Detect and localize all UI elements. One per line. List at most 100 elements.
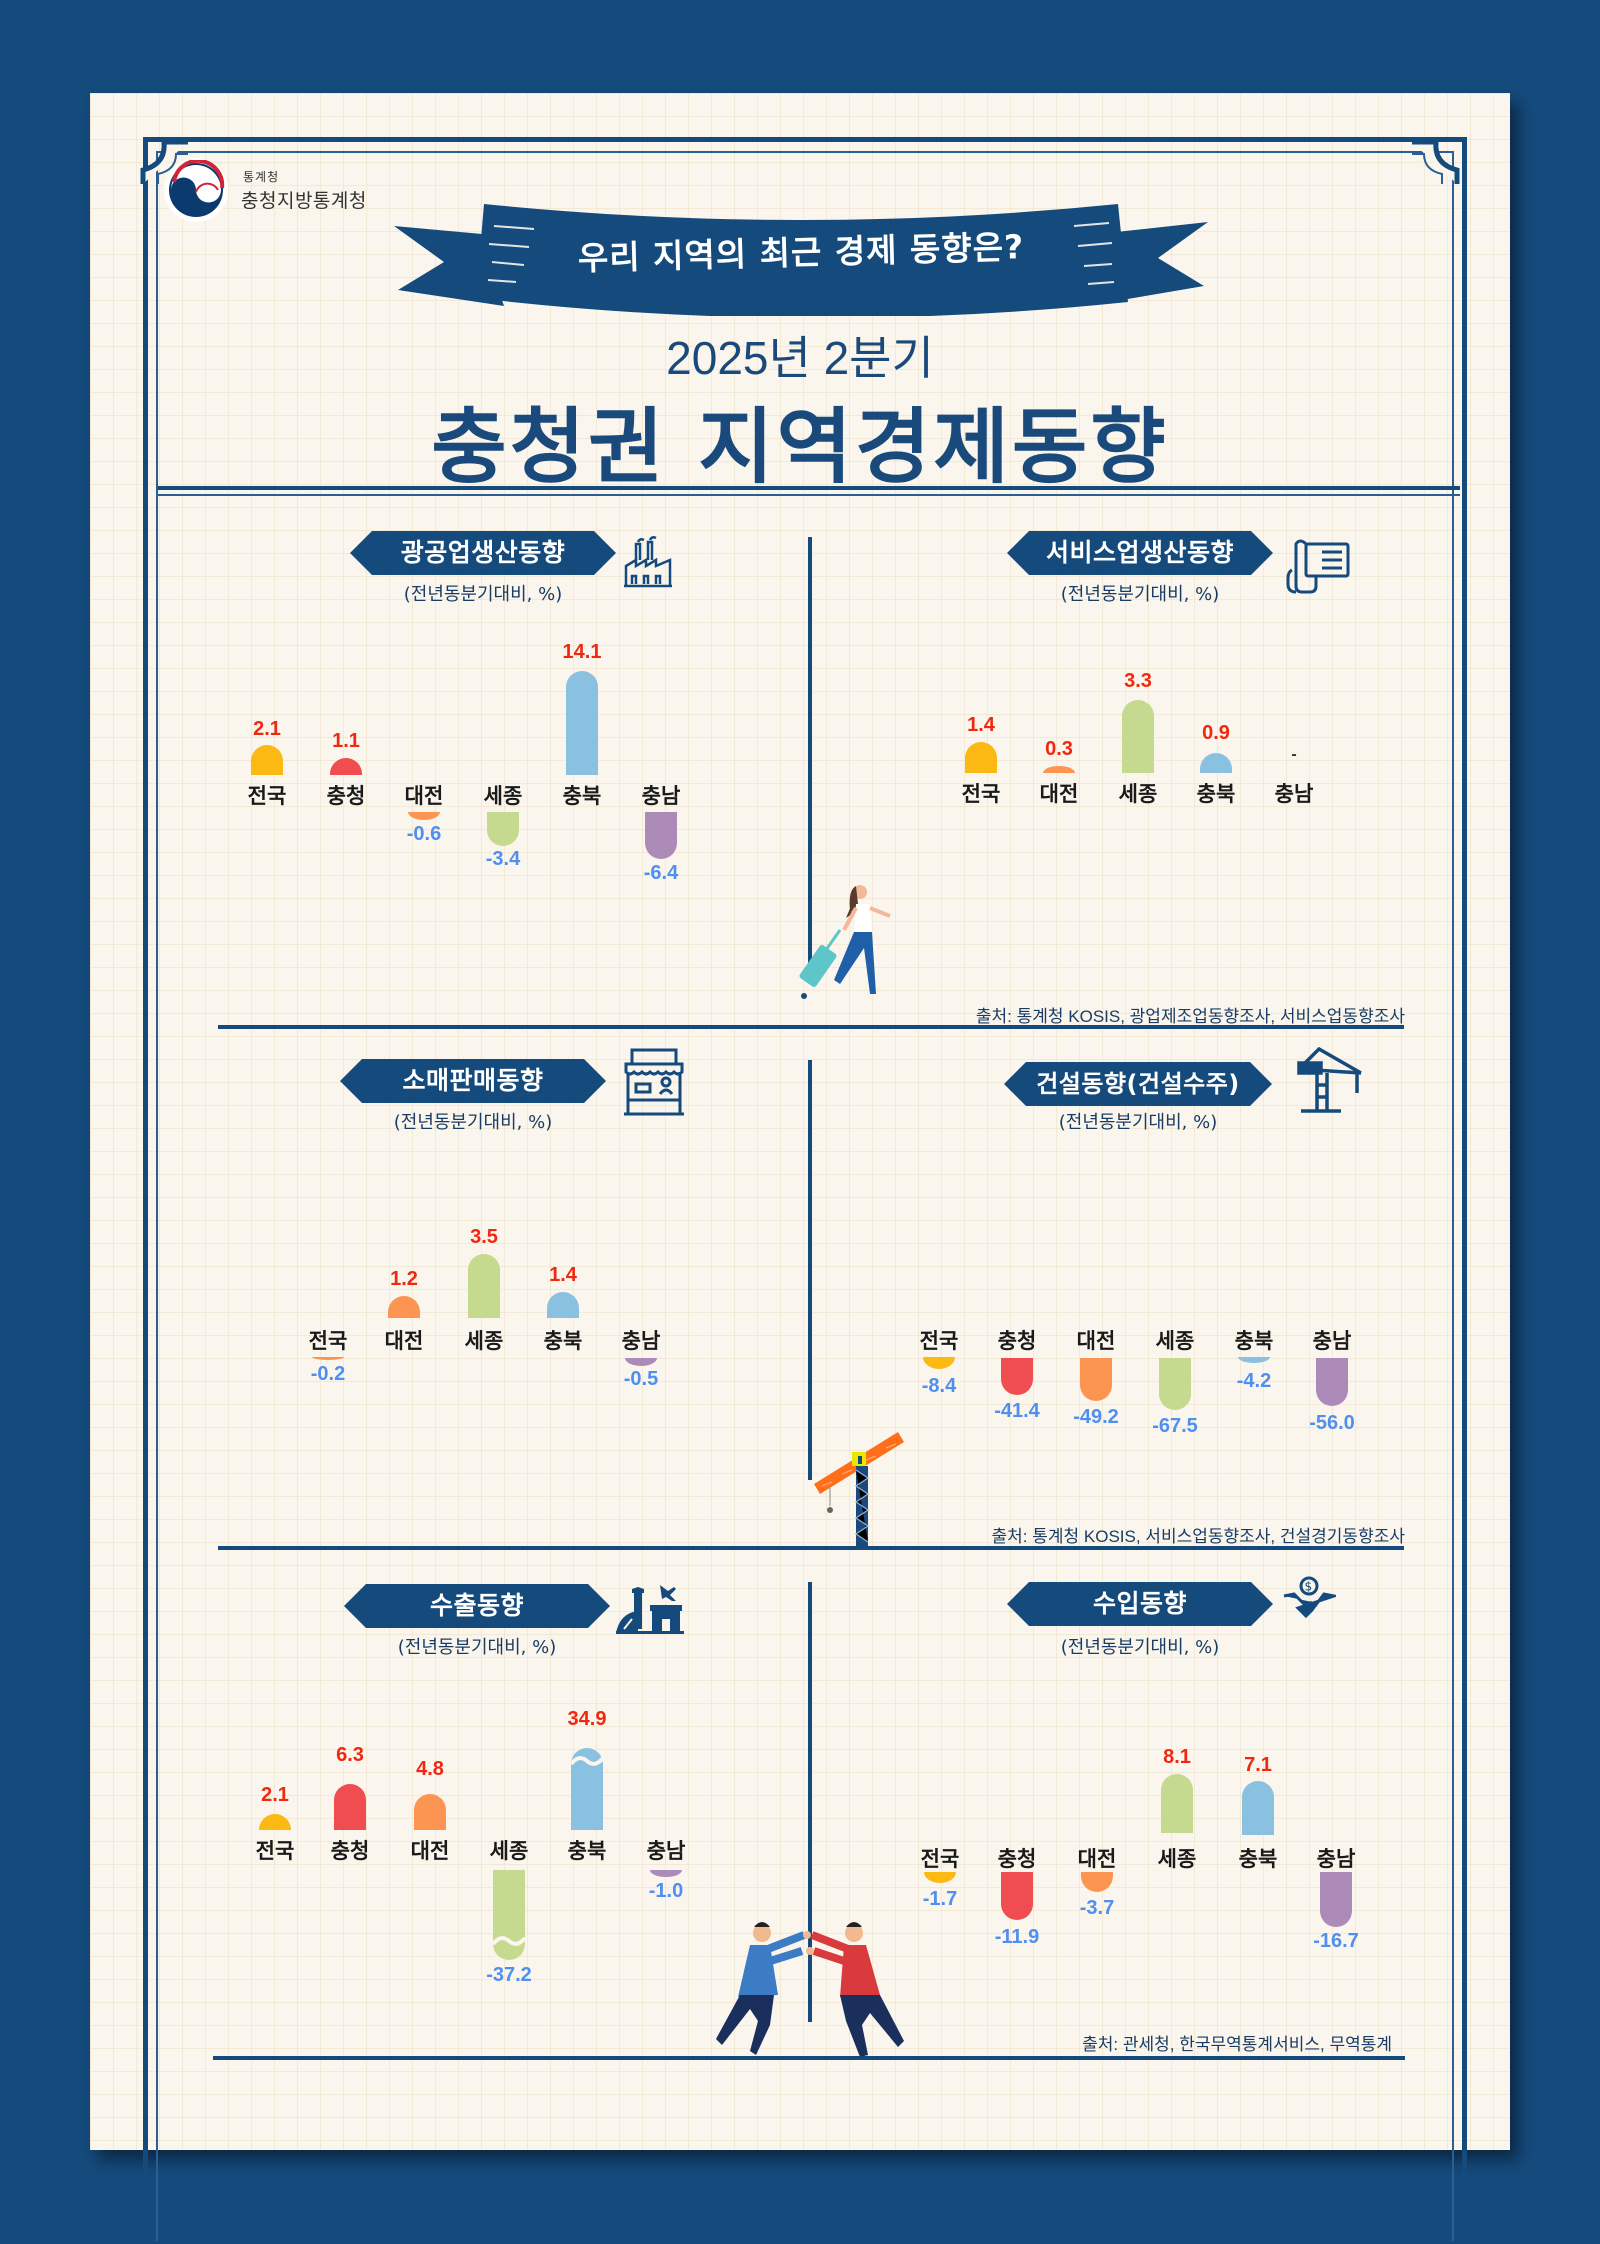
frame-inner-border [156, 151, 1454, 2241]
category-label: 충청 [326, 784, 366, 808]
bar [468, 1254, 500, 1318]
value-label: 2.1 [261, 1784, 289, 1806]
category-label: 충남 [1312, 1329, 1352, 1353]
category-label: 대전 [384, 1329, 424, 1353]
category-label: 전국 [920, 1847, 960, 1871]
bar [1200, 753, 1232, 773]
value-label: -11.9 [994, 1926, 1040, 1948]
frame-corner-top-right [1412, 139, 1460, 184]
frame-outer-border [143, 137, 1467, 2237]
category-label: 전국 [919, 1329, 959, 1353]
bar [1238, 1357, 1270, 1363]
value-label: -41.4 [994, 1400, 1040, 1422]
section-title-import: 수입동향 [1007, 1582, 1273, 1626]
handshake-money-icon: $ [1282, 1576, 1336, 1626]
category-label: 충청 [997, 1847, 1037, 1871]
taegeuk-logo-icon [169, 160, 225, 217]
category-label: 충남 [641, 784, 681, 808]
category-label: 세종 [1118, 782, 1158, 806]
bar [388, 1296, 420, 1318]
period-subtitle: 2025년 2분기 [666, 332, 934, 384]
category-label: 대전 [404, 784, 444, 808]
category-label: 충북 [543, 1329, 583, 1353]
value-label: -3.7 [1079, 1897, 1115, 1919]
bar [334, 1784, 366, 1830]
bar [645, 812, 677, 859]
bar [566, 671, 598, 775]
value-label: -49.2 [1073, 1406, 1119, 1428]
axis-break-icon [571, 1756, 603, 1766]
svg-text:$: $ [1305, 1580, 1313, 1594]
bar [923, 1357, 955, 1369]
value-label: -0.5 [623, 1368, 659, 1390]
bar [1122, 700, 1154, 773]
category-label: 대전 [1039, 782, 1079, 806]
header-ribbon-banner: 우리 지역의 최근 경제 동향은? [384, 196, 1218, 316]
section-divider-2 [218, 1546, 1404, 1550]
section-divider-3 [213, 2056, 1405, 2060]
source-note-row1: 출처: 통계청 KOSIS, 광업제조업동향조사, 서비스업동향조사 [975, 1007, 1405, 1026]
category-label: 세종 [464, 1329, 504, 1353]
value-label: 8.1 [1163, 1746, 1191, 1768]
bar [650, 1870, 682, 1877]
org-name-small: 통계청 [243, 170, 280, 184]
page-title: 충청권 지역경제동향 [431, 400, 1169, 495]
section-unit-retail: (전년동분기대비, %) [393, 1112, 553, 1133]
bar [1242, 1781, 1274, 1835]
ribbon-shape [394, 204, 1208, 316]
value-label: 1.4 [549, 1264, 577, 1286]
category-label: 세종 [489, 1839, 529, 1863]
category-label: 대전 [1076, 1329, 1116, 1353]
value-label: 0.9 [1202, 722, 1230, 744]
category-label: 충남 [621, 1329, 661, 1353]
frame-corner-top-left [140, 139, 188, 184]
value-label: -37.2 [486, 1964, 532, 1986]
bar [487, 812, 519, 846]
value-label: 1.4 [967, 714, 995, 736]
axis-break-icon [493, 1936, 525, 1946]
header-divider-thin [158, 494, 1460, 496]
category-label: 세종 [1157, 1847, 1197, 1871]
bar [1159, 1358, 1191, 1410]
section-unit-mining: (전년동분기대비, %) [403, 584, 563, 605]
value-label: 34.9 [567, 1708, 607, 1730]
vertical-divider-row3 [808, 1582, 812, 2022]
category-label: 충북 [567, 1839, 607, 1863]
value-label: - [1291, 746, 1297, 763]
section-title-retail: 소매판매동향 [340, 1059, 606, 1103]
org-name-main: 충청지방통계청 [241, 190, 367, 212]
value-label: 6.3 [336, 1744, 364, 1766]
value-label: -8.4 [921, 1375, 957, 1397]
bar [251, 745, 283, 775]
section-unit-import: (전년동분기대비, %) [1060, 1637, 1220, 1658]
category-label: 대전 [410, 1839, 450, 1863]
category-label: 충남 [1316, 1847, 1356, 1871]
vertical-divider-row1 [808, 537, 812, 977]
bar [547, 1292, 579, 1318]
government-emblem-logo [166, 160, 226, 220]
bar [1001, 1872, 1033, 1920]
category-label: 충청 [330, 1839, 370, 1863]
section-unit-service: (전년동분기대비, %) [1060, 584, 1220, 605]
bar [965, 742, 997, 773]
value-label: -6.4 [643, 862, 679, 884]
category-label: 대전 [1077, 1847, 1117, 1871]
bar [1081, 1872, 1113, 1892]
category-label: 충청 [997, 1329, 1037, 1353]
section-title-export: 수출동향 [344, 1584, 610, 1628]
bar [1161, 1774, 1193, 1833]
document-icon [1286, 536, 1350, 594]
section-title-construction: 건설동향(건설수주) [1004, 1062, 1272, 1106]
value-label: -0.6 [406, 823, 442, 845]
value-label: -3.4 [485, 848, 521, 870]
airport-icon [616, 1583, 684, 1635]
category-label: 충북 [1196, 782, 1236, 806]
value-label: 3.5 [470, 1226, 498, 1248]
value-label: -4.2 [1236, 1370, 1272, 1392]
value-label: 4.8 [416, 1758, 444, 1780]
bar [924, 1872, 956, 1883]
section-unit-construction: (전년동분기대비, %) [1058, 1112, 1218, 1133]
bar [408, 812, 440, 820]
category-label: 세종 [1155, 1329, 1195, 1353]
factory-icon [622, 536, 674, 588]
